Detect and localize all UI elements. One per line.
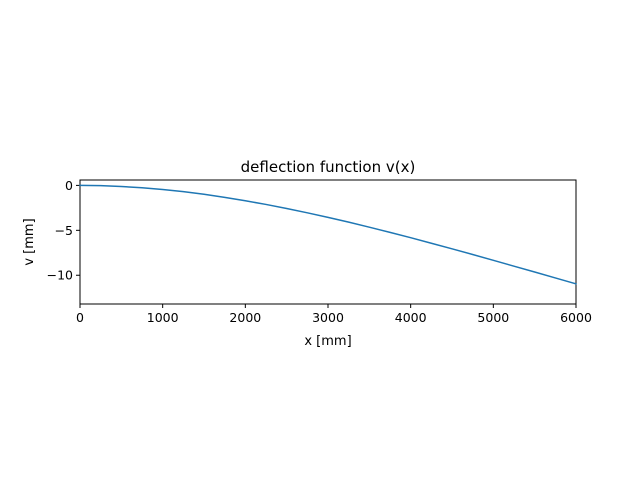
y-axis: 0 −5 −10 (47, 178, 80, 283)
x-axis: 0 1000 2000 3000 4000 5000 6000 (76, 304, 592, 325)
x-tick-label: 4000 (395, 310, 427, 325)
plot-frame (79, 179, 577, 305)
x-tick-label: 6000 (560, 310, 592, 325)
plot-area: 0 1000 2000 3000 4000 5000 6000 0 −5 −10 (47, 178, 592, 325)
x-axis-label: x [mm] (304, 334, 351, 349)
series-line (79, 184, 577, 285)
x-tick-label: 5000 (477, 310, 509, 325)
series-layer (79, 184, 577, 285)
chart-title: deflection function v(x) (241, 158, 416, 176)
y-tick-label: −5 (55, 223, 73, 238)
x-tick-label: 0 (76, 310, 84, 325)
y-tick-label: 0 (65, 178, 73, 193)
y-tick-label: −10 (47, 268, 73, 283)
x-tick-label: 1000 (147, 310, 179, 325)
x-tick-label: 3000 (312, 310, 344, 325)
y-axis-label: v [mm] (22, 218, 37, 265)
x-tick-label: 2000 (229, 310, 261, 325)
